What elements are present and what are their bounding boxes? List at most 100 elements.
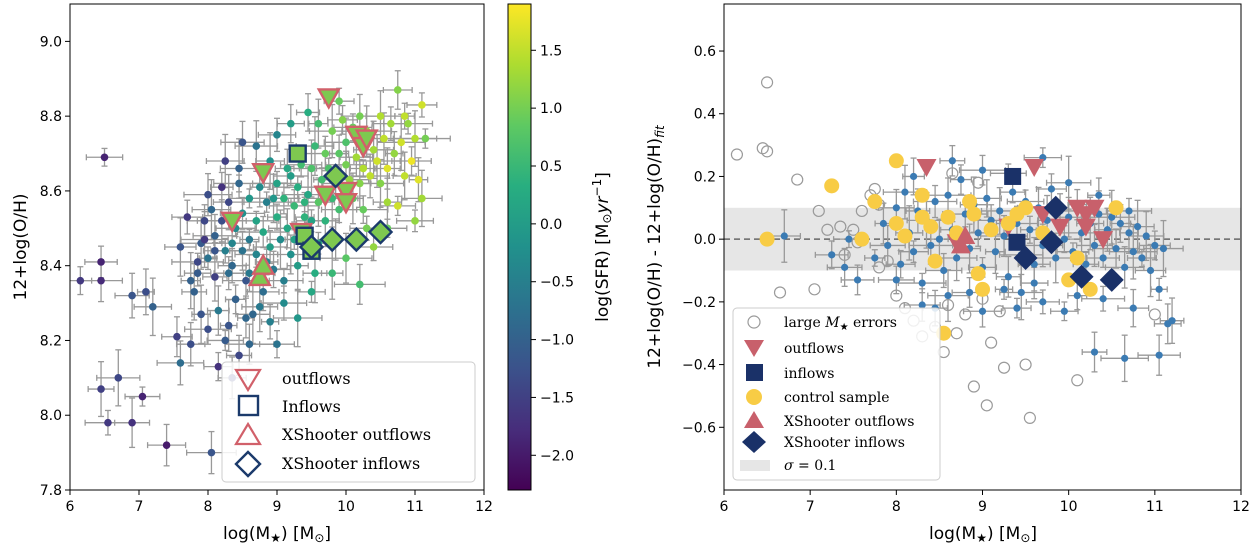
data-point	[390, 149, 399, 158]
data-point	[1142, 232, 1150, 240]
data-point	[1090, 241, 1099, 250]
data-point	[1112, 244, 1120, 253]
legend-inflows-marker-r	[746, 364, 763, 381]
data-point	[218, 217, 226, 225]
x-tick-label: 8	[204, 499, 213, 515]
legend-xshooter-inflows-label-r: XShooter inflows	[784, 435, 905, 451]
marker-xshooter-inflows	[1039, 230, 1064, 255]
data-point	[366, 172, 374, 180]
marker-outflows	[1067, 199, 1088, 218]
data-point	[1030, 279, 1038, 287]
x-tick-label: 7	[806, 499, 815, 515]
data-point	[411, 217, 419, 225]
colorbar-tick-label: −1.0	[540, 333, 574, 349]
y-tick-label: 8.8	[40, 109, 62, 125]
y-tick-label: 8.6	[40, 184, 62, 200]
data-point	[142, 288, 150, 296]
marker-control-sample	[975, 281, 990, 297]
marker-control-sample	[867, 194, 883, 210]
data-point	[287, 250, 295, 259]
marker-large-m-errors	[1148, 308, 1161, 321]
data-point	[996, 207, 1004, 215]
marker-large-m-errors	[812, 204, 825, 218]
marker-control-sample	[1108, 200, 1124, 216]
data-point	[231, 295, 240, 304]
data-point	[1125, 207, 1133, 215]
marker-large-m-errors	[872, 261, 886, 274]
marker-large-m-errors	[1019, 358, 1032, 371]
data-point	[383, 198, 392, 206]
data-point	[1134, 223, 1142, 231]
data-point	[1125, 229, 1133, 237]
data-point	[369, 146, 378, 154]
marker-large-m-errors	[855, 204, 868, 218]
data-point	[321, 217, 330, 225]
data-point	[97, 385, 105, 393]
data-point	[356, 280, 364, 289]
marker-control-sample	[914, 209, 930, 225]
x-tick-label: 9	[978, 499, 987, 515]
data-point	[1073, 292, 1081, 300]
colorbar: −2.0 −1.5 −1.0 −0.5 0.0 0.5 1.0 1.5 log(SFR) [M…	[507, 3, 614, 491]
marker-xshooter-outflows	[247, 264, 272, 287]
marker-large-m-errors	[1023, 411, 1036, 424]
data-point	[376, 179, 385, 188]
data-point	[318, 175, 326, 184]
left-y-axis-label: 12+log(O/H)	[11, 194, 31, 301]
data-point	[204, 190, 212, 199]
data-point	[269, 194, 278, 203]
marker-outflows	[251, 163, 276, 185]
left-legend: outflows Inflows XShooter outflows XShoo…	[221, 361, 476, 483]
marker-large-m-errors	[1071, 374, 1084, 387]
y-tick-label: 0.0	[694, 232, 716, 248]
marker-xshooter-inflows	[319, 226, 345, 253]
data-point	[314, 119, 323, 128]
data-point	[974, 229, 982, 237]
data-point	[252, 250, 261, 259]
data-point	[892, 204, 900, 212]
x-tick-label: 12	[475, 499, 493, 515]
data-point	[200, 235, 209, 244]
right-x-axis-label: log(M★) [M⊙]	[929, 524, 1037, 545]
data-point	[280, 194, 288, 203]
right-y-axis-label: 12+log(O/H) - 12+log(O/H)fit	[645, 124, 667, 369]
data-point	[176, 359, 185, 367]
data-point	[1000, 232, 1008, 240]
data-point	[918, 279, 926, 287]
data-point	[211, 231, 219, 240]
data-point	[138, 392, 147, 401]
marker-xshooter-inflows	[298, 234, 325, 260]
data-point	[283, 164, 292, 173]
data-point	[338, 116, 347, 124]
marker-large-m-errors	[847, 223, 860, 236]
y-tick-label: 0.4	[694, 107, 716, 123]
data-point	[1026, 226, 1034, 234]
marker-xshooter-inflows	[343, 226, 370, 253]
data-point	[1129, 304, 1137, 312]
marker-large-m-errors	[980, 399, 993, 412]
data-point	[245, 194, 254, 203]
data-point	[342, 254, 350, 263]
marker-large-m-errors	[967, 380, 980, 393]
x-tick-label: 9	[273, 499, 282, 515]
data-point	[204, 325, 212, 334]
data-point	[221, 157, 230, 165]
data-point	[991, 248, 1000, 256]
data-point	[128, 291, 136, 300]
marker-control-sample	[897, 228, 913, 244]
data-point	[266, 157, 274, 165]
marker-outflows	[1050, 218, 1071, 237]
data-point	[328, 269, 337, 277]
marker-control-sample	[970, 266, 986, 282]
data-point	[252, 217, 261, 225]
right-chart: 6 7 8 9 10 11 12 −0.6 −0.4 −0.2 0.0 0.2 0.4 0.6 log(…	[645, 3, 1250, 545]
data-point	[978, 166, 987, 174]
marker-control-sample	[983, 222, 999, 238]
colorbar-label: log(SFR) [M⊙yr−1]	[590, 172, 614, 322]
marker-xshooter-inflows	[1013, 245, 1038, 270]
marker-control-sample	[1082, 281, 1098, 297]
data-point	[1004, 273, 1012, 281]
data-point	[207, 448, 216, 457]
data-point	[345, 175, 354, 184]
data-point	[897, 260, 905, 268]
